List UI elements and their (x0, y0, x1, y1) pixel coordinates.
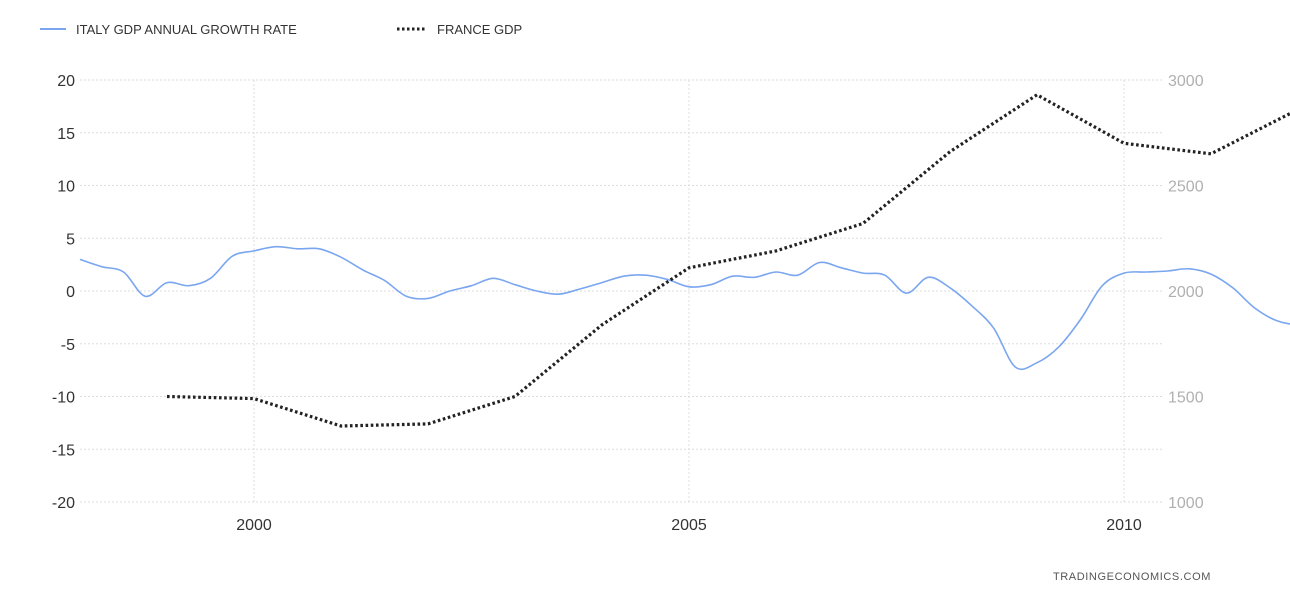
y-axis-right: 3000 2500 2000 1500 1000 (1168, 73, 1204, 512)
y-right-tick-label: 1000 (1168, 495, 1204, 512)
y-right-tick-label: 2000 (1168, 284, 1204, 301)
y-left-tick-label: -20 (52, 495, 75, 512)
legend: ITALY GDP ANNUAL GROWTH RATE FRANCE GDP (40, 22, 522, 37)
source-credit: TRADINGECONOMICS.COM (1053, 571, 1211, 583)
y-left-tick-label: 20 (57, 73, 75, 90)
series-layer (79, 92, 1290, 428)
y-right-tick-label: 1500 (1168, 390, 1204, 407)
series-italy-growth-line (79, 245, 1290, 371)
x-tick-label: 2000 (236, 517, 272, 534)
x-axis: 20002005201020152020 (236, 517, 1142, 534)
legend-france-label: FRANCE GDP (437, 22, 522, 37)
y-left-tick-label: -5 (61, 337, 75, 354)
y-right-tick-label: 3000 (1168, 73, 1204, 90)
y-left-tick-label: -15 (52, 442, 75, 459)
y-right-tick-label: 2500 (1168, 179, 1204, 196)
y-left-tick-label: 15 (57, 126, 75, 143)
legend-italy-label: ITALY GDP ANNUAL GROWTH RATE (76, 22, 297, 37)
y-left-tick-label: 5 (66, 231, 75, 248)
y-left-tick-label: -10 (52, 390, 75, 407)
series-france-gdp-line (166, 92, 1290, 428)
x-tick-label: 2010 (1106, 517, 1142, 534)
y-axis-left: 20 15 10 5 0 -5 -10 -15 -20 (52, 73, 75, 512)
y-left-tick-label: 10 (57, 179, 75, 196)
y-left-tick-label: 0 (66, 284, 75, 301)
x-tick-label: 2005 (671, 517, 707, 534)
grid (80, 79, 1162, 503)
